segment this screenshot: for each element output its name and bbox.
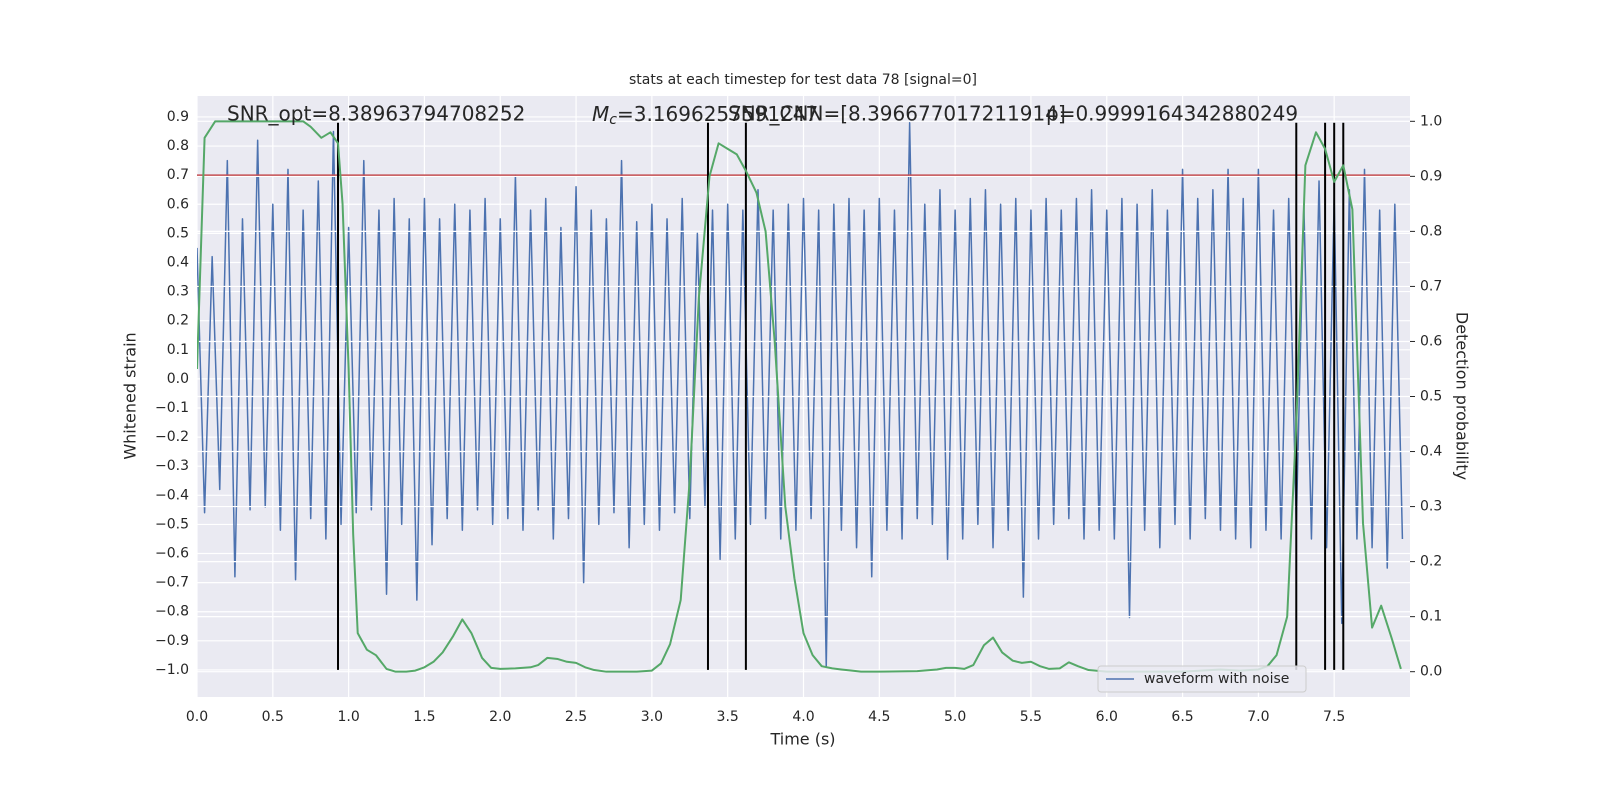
x-tick-label: 2.0 (489, 709, 511, 725)
y2-tick-label: 0.1 (1420, 609, 1442, 625)
annotation-value: =3.1696257591247 (617, 102, 818, 126)
y2-tick-label: 0.9 (1420, 168, 1442, 184)
legend-box (1097, 665, 1307, 693)
y2-axis-label: Detection probability (1453, 312, 1472, 480)
y2-tick-label: 1.0 (1420, 113, 1442, 129)
legend: waveform with noise (1097, 665, 1307, 693)
x-tick-label: 2.5 (565, 709, 587, 725)
y-tick-label: −0.9 (155, 633, 189, 649)
y-tick-label: 0.1 (167, 342, 189, 358)
annotation: Mc=3.1696257591247 (592, 102, 818, 129)
y-tick-label: −0.8 (155, 604, 189, 620)
x-axis-label: Time (s) (769, 730, 835, 749)
y-tick-label: 0.0 (167, 371, 189, 387)
y-tick-label: 0.4 (167, 254, 189, 270)
y2-tick-label: 0.7 (1420, 278, 1442, 294)
y2-tick-label: 0.6 (1420, 333, 1442, 349)
x-tick-label: 6.5 (1171, 709, 1193, 725)
x-tick-label: 5.5 (1020, 709, 1042, 725)
y-tick-label: −0.5 (155, 516, 189, 532)
y2-tick-label: 0.2 (1420, 554, 1442, 570)
y2-tick-label: 0.8 (1420, 223, 1442, 239)
y-tick-label: −0.2 (155, 429, 189, 445)
y-tick-label: 0.3 (167, 284, 189, 300)
y-tick-label: 0.8 (167, 138, 189, 154)
y2-tick-label: 0.5 (1420, 389, 1442, 405)
y-tick-label: 0.9 (167, 109, 189, 125)
legend-label: waveform with noise (1144, 671, 1289, 687)
x-tick-label: 6.0 (1096, 709, 1118, 725)
x-tick-label: 4.5 (868, 709, 890, 725)
x-tick-label: 3.5 (717, 709, 739, 725)
y-tick-label: 0.6 (167, 196, 189, 212)
series-line (197, 122, 1404, 668)
x-tick-label: 1.0 (337, 709, 359, 725)
annotation: SNR_CNN=[8.396677017211914] (728, 102, 1066, 126)
x-tick-label: 1.5 (413, 709, 435, 725)
y-tick-label: 0.2 (167, 313, 189, 329)
y-tick-label: 0.7 (167, 167, 189, 183)
annotation: SNR_opt=8.38963794708252 (227, 102, 525, 126)
annotation-symbol: M (592, 102, 609, 126)
y-tick-label: 0.5 (167, 225, 189, 241)
y-axis-label: Whitened strain (121, 332, 140, 459)
y-tick-label: −0.3 (155, 458, 189, 474)
x-tick-label: 7.5 (1323, 709, 1345, 725)
y2-tick-label: 0.0 (1420, 664, 1442, 680)
x-tick-label: 3.0 (641, 709, 663, 725)
y-tick-label: −0.4 (155, 487, 189, 503)
y-tick-label: −0.1 (155, 400, 189, 416)
annotation: p=0.9999164342880249 (1046, 102, 1298, 126)
x-tick-label: 5.0 (944, 709, 966, 725)
x-tick-label: 0.0 (186, 709, 208, 725)
y-tick-label: −0.6 (155, 546, 189, 562)
chart-title: stats at each timestep for test data 78 … (629, 72, 977, 88)
x-tick-label: 7.0 (1247, 709, 1269, 725)
x-tick-label: 0.5 (262, 709, 284, 725)
annotation-subscript: c (609, 112, 617, 128)
y-tick-label: −0.7 (155, 575, 189, 591)
y-tick-label: −1.0 (155, 662, 189, 678)
y2-tick-label: 0.3 (1420, 499, 1442, 515)
y2-tick-label: 0.4 (1420, 444, 1442, 460)
x-tick-label: 4.0 (792, 709, 814, 725)
